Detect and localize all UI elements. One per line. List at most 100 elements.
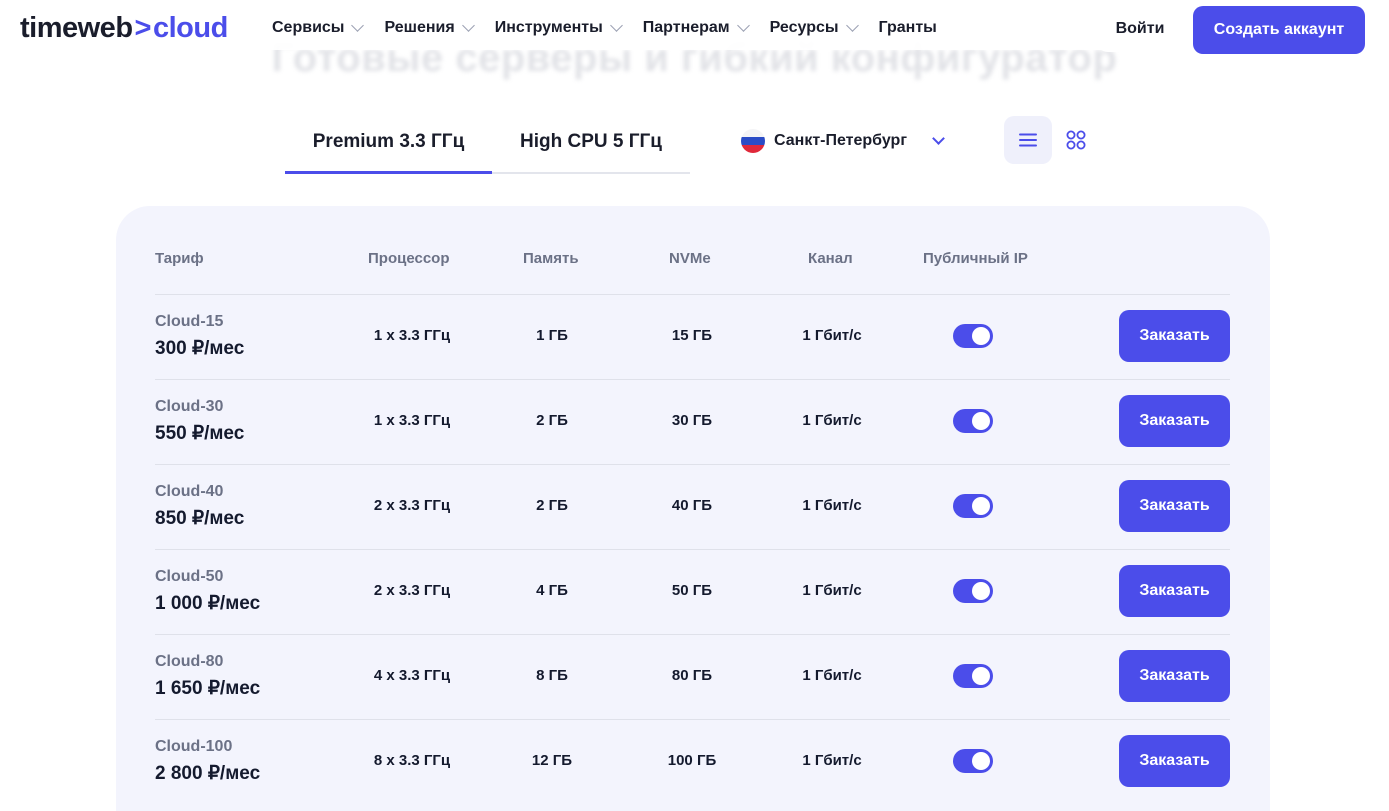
public-ip-toggle[interactable] xyxy=(953,494,993,518)
nav-label: Решения xyxy=(384,19,455,36)
chevron-down-icon xyxy=(932,132,945,145)
cell-nvme: 50 ГБ xyxy=(671,582,713,599)
cell-nvme: 80 ГБ xyxy=(671,667,713,684)
table-row: Cloud-80 1 650 ₽/мес 4 x 3.3 ГГц 8 ГБ 80 ГБ 1… xyxy=(155,634,1230,719)
cell-channel: 1 Гбит/с xyxy=(802,752,862,769)
table-row: Cloud-15 300 ₽/мес 1 x 3.3 ГГц 1 ГБ 15 ГБ 1 Г… xyxy=(155,294,1230,379)
cell-ram: 8 ГБ xyxy=(536,667,568,684)
order-button[interactable]: Заказать xyxy=(1119,735,1230,787)
create-account-button[interactable]: Создать аккаунт xyxy=(1193,6,1365,54)
cell-ram: 4 ГБ xyxy=(536,582,568,599)
nav-label: Ресурсы xyxy=(769,19,839,36)
russia-flag-icon xyxy=(741,129,765,153)
plan-name: Cloud-80 xyxy=(155,653,224,670)
grid-view-icon xyxy=(1066,130,1086,150)
plan-price: 1 000 ₽/мес xyxy=(155,593,261,614)
grid-view-button[interactable] xyxy=(1052,116,1100,164)
nav-item-partners[interactable]: Партнерам xyxy=(642,19,750,37)
nav-label: Инструменты xyxy=(494,19,603,36)
row-divider xyxy=(155,464,1230,465)
toggle-knob xyxy=(972,667,990,685)
plan-name: Cloud-100 xyxy=(155,738,233,755)
order-button[interactable]: Заказать xyxy=(1119,310,1230,362)
public-ip-toggle[interactable] xyxy=(953,324,993,348)
cell-nvme: 100 ГБ xyxy=(667,752,717,769)
cell-channel: 1 Гбит/с xyxy=(802,582,862,599)
logo-text-timeweb: timeweb xyxy=(20,12,133,44)
nav-item-grants[interactable]: Гранты xyxy=(879,19,937,37)
logo-text-cloud: cloud xyxy=(152,12,228,44)
nav-item-tools[interactable]: Инструменты xyxy=(494,19,623,37)
cell-nvme: 30 ГБ xyxy=(671,412,713,429)
cell-channel: 1 Гбит/с xyxy=(802,327,862,344)
nav-item-solutions[interactable]: Решения xyxy=(384,19,475,37)
cell-cpu: 2 x 3.3 ГГц xyxy=(373,582,451,599)
timeweb-cloud-logo[interactable]: timeweb>cloud xyxy=(20,12,228,45)
list-view-button[interactable] xyxy=(1004,116,1052,164)
public-ip-toggle[interactable] xyxy=(953,409,993,433)
public-ip-toggle[interactable] xyxy=(953,664,993,688)
cell-channel: 1 Гбит/с xyxy=(802,497,862,514)
cell-cpu: 4 x 3.3 ГГц xyxy=(373,667,451,684)
tab-high-cpu[interactable]: High CPU 5 ГГц xyxy=(520,131,662,152)
nav-label: Сервисы xyxy=(272,19,345,36)
order-button[interactable]: Заказать xyxy=(1119,480,1230,532)
row-divider xyxy=(155,719,1230,720)
row-divider xyxy=(155,634,1230,635)
cell-ram: 12 ГБ xyxy=(531,752,573,769)
nav-label: Гранты xyxy=(878,19,937,36)
nav-item-services[interactable]: Сервисы xyxy=(272,19,365,37)
order-button[interactable]: Заказать xyxy=(1119,565,1230,617)
table-row: Cloud-30 550 ₽/мес 1 x 3.3 ГГц 2 ГБ 30 ГБ 1 Г… xyxy=(155,379,1230,464)
order-button[interactable]: Заказать xyxy=(1119,395,1230,447)
tab-premium[interactable]: Premium 3.3 ГГц xyxy=(312,131,465,152)
header-nvme: NVMe xyxy=(669,250,711,267)
row-divider xyxy=(155,379,1230,380)
chevron-down-icon xyxy=(845,19,859,32)
plan-price: 850 ₽/мес xyxy=(155,508,245,529)
plan-name: Cloud-15 xyxy=(155,313,224,330)
cell-cpu: 1 x 3.3 ГГц xyxy=(373,412,451,429)
toggle-knob xyxy=(972,582,990,600)
header-tariff: Тариф xyxy=(155,250,204,267)
plan-name: Cloud-30 xyxy=(155,398,224,415)
login-button[interactable]: Войти xyxy=(1096,6,1184,52)
toggle-knob xyxy=(972,497,990,515)
nav-label: Партнерам xyxy=(642,19,730,36)
table-header: Тариф Процессор Память NVMe Канал Публич… xyxy=(0,250,1389,267)
main-nav: Сервисы Решения Инструменты Партнерам Ре… xyxy=(272,19,959,37)
row-divider xyxy=(155,549,1230,550)
toggle-knob xyxy=(972,412,990,430)
chevron-down-icon xyxy=(351,19,365,32)
toggle-knob xyxy=(972,327,990,345)
order-button[interactable]: Заказать xyxy=(1119,650,1230,702)
plan-price: 300 ₽/мес xyxy=(155,338,245,359)
top-navigation: timeweb>cloud Сервисы Решения Инструмент… xyxy=(0,0,1389,58)
public-ip-toggle[interactable] xyxy=(953,579,993,603)
header-public-ip: Публичный IP xyxy=(923,250,1028,267)
nav-item-resources[interactable]: Ресурсы xyxy=(769,19,859,37)
header-cpu: Процессор xyxy=(368,250,450,267)
chevron-down-icon xyxy=(736,19,750,32)
cell-ram: 2 ГБ xyxy=(536,497,568,514)
plan-price: 550 ₽/мес xyxy=(155,423,245,444)
cell-channel: 1 Гбит/с xyxy=(802,667,862,684)
region-select[interactable]: Санкт-Петербург xyxy=(741,126,945,156)
header-ram: Память xyxy=(523,250,579,267)
pricing-table-card xyxy=(116,206,1270,811)
region-label: Санкт-Петербург xyxy=(774,132,907,149)
cpu-type-tabs: Premium 3.3 ГГц High CPU 5 ГГц xyxy=(285,112,690,174)
cell-cpu: 8 x 3.3 ГГц xyxy=(373,752,451,769)
plan-price: 1 650 ₽/мес xyxy=(155,678,261,699)
cell-ram: 1 ГБ xyxy=(536,327,568,344)
cell-cpu: 1 x 3.3 ГГц xyxy=(373,327,451,344)
logo-chevron: > xyxy=(134,12,152,44)
active-tab-indicator xyxy=(285,171,492,174)
cell-channel: 1 Гбит/с xyxy=(802,412,862,429)
public-ip-toggle[interactable] xyxy=(953,749,993,773)
plan-price: 2 800 ₽/мес xyxy=(155,763,261,784)
table-row: Cloud-40 850 ₽/мес 2 x 3.3 ГГц 2 ГБ 40 ГБ 1 Г… xyxy=(155,464,1230,549)
chevron-down-icon xyxy=(609,19,623,32)
table-row: Cloud-100 2 800 ₽/мес 8 x 3.3 ГГц 12 ГБ 100 … xyxy=(155,719,1230,804)
